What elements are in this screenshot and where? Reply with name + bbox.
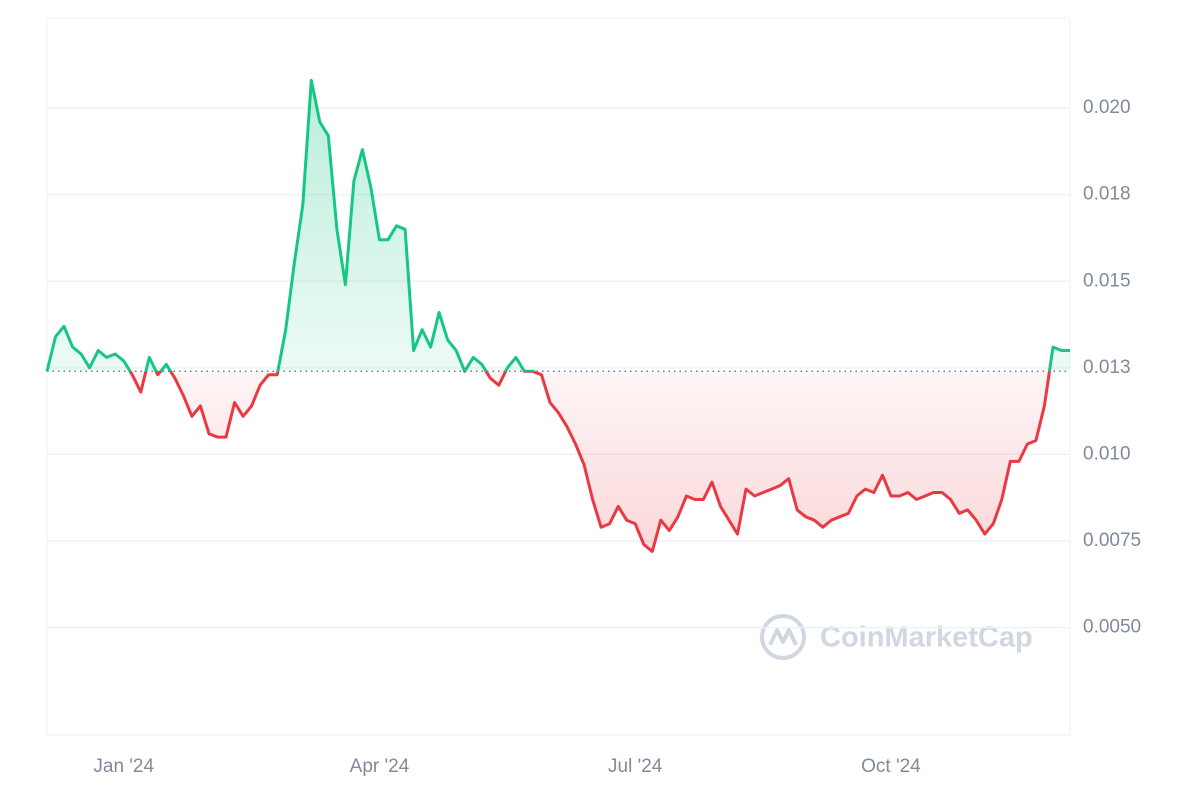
y-tick-label: 0.018 [1083, 184, 1131, 205]
price-line [45, 78, 1070, 553]
area [47, 80, 1070, 552]
y-tick-label: 0.010 [1083, 443, 1131, 464]
x-tick-label: Jan '24 [93, 756, 154, 777]
x-tick-label: Oct '24 [861, 756, 921, 777]
y-tick-label: 0.0050 [1083, 617, 1141, 638]
y-tick-label: 0.020 [1083, 97, 1131, 118]
y-tick-label: 0.015 [1083, 270, 1131, 291]
x-tick-label: Jul '24 [608, 756, 663, 777]
watermark: CoinMarketCap [760, 614, 1033, 660]
plot-frame [46, 17, 1071, 736]
x-tick-label: Apr '24 [350, 756, 410, 777]
y-tick-label: 0.013 [1083, 357, 1131, 378]
y-tick-label: 0.0075 [1083, 530, 1141, 551]
watermark-text: CoinMarketCap [820, 622, 1033, 654]
